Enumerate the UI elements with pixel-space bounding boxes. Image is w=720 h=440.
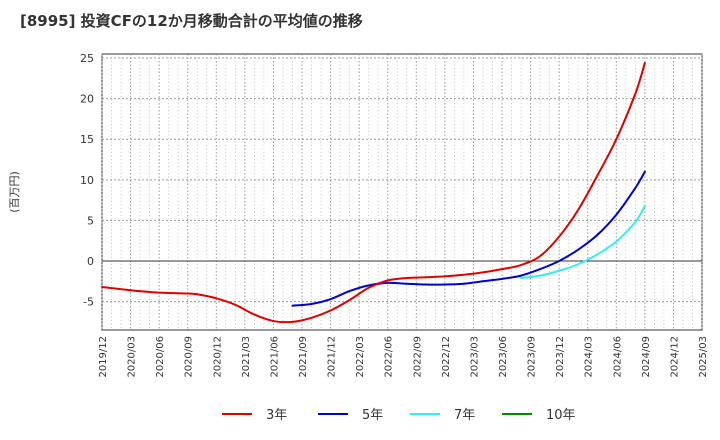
x-tick-label: 2020/12 — [212, 336, 223, 378]
x-tick-label: 2021/03 — [241, 336, 252, 378]
legend-label: 3年 — [266, 408, 287, 423]
x-tick-label: 2019/12 — [98, 336, 109, 378]
x-tick-label: 2024/09 — [641, 336, 652, 378]
x-tick-label: 2024/06 — [612, 336, 623, 378]
y-tick-label: 0 — [87, 255, 94, 268]
plot-area — [101, 53, 703, 331]
legend-label: 5年 — [362, 408, 383, 423]
y-tick-label: 5 — [87, 214, 94, 227]
x-tick-label: 2025/03 — [698, 336, 709, 378]
y-tick-label: 10 — [80, 174, 94, 187]
x-tick-label: 2021/06 — [269, 336, 280, 378]
x-tick-label: 2022/12 — [441, 336, 452, 378]
x-tick-label: 2022/03 — [355, 336, 366, 378]
legend-label: 10年 — [546, 408, 576, 423]
x-tick-label: 2023/12 — [555, 336, 566, 378]
x-tick-label: 2021/12 — [327, 336, 338, 378]
y-tick-label: 15 — [80, 133, 94, 146]
y-tick-label: 25 — [80, 52, 94, 65]
series-line-2 — [291, 170, 646, 307]
x-tick-label: 2020/06 — [155, 336, 166, 378]
y-tick-label: -5 — [83, 296, 94, 309]
x-tick-label: 2021/09 — [298, 336, 309, 378]
x-tick-label: 2024/03 — [584, 336, 595, 378]
x-tick-label: 2023/06 — [498, 336, 509, 378]
x-tick-label: 2022/09 — [412, 336, 423, 378]
y-axis-label: (百万円) — [8, 171, 21, 213]
series-line-1 — [101, 61, 646, 324]
y-tick-label: 20 — [80, 93, 94, 106]
legend-label: 7年 — [454, 408, 475, 423]
series-line-3 — [520, 204, 646, 280]
x-tick-label: 2020/09 — [184, 336, 195, 378]
x-tick-label: 2020/03 — [127, 336, 138, 378]
x-tick-label: 2022/06 — [384, 336, 395, 378]
x-tick-label: 2023/03 — [469, 336, 480, 378]
x-tick-label: 2023/09 — [527, 336, 538, 378]
chart-title: [8995] 投資CFの12か月移動合計の平均値の推移 — [20, 12, 363, 30]
x-tick-label: 2024/12 — [669, 336, 680, 378]
